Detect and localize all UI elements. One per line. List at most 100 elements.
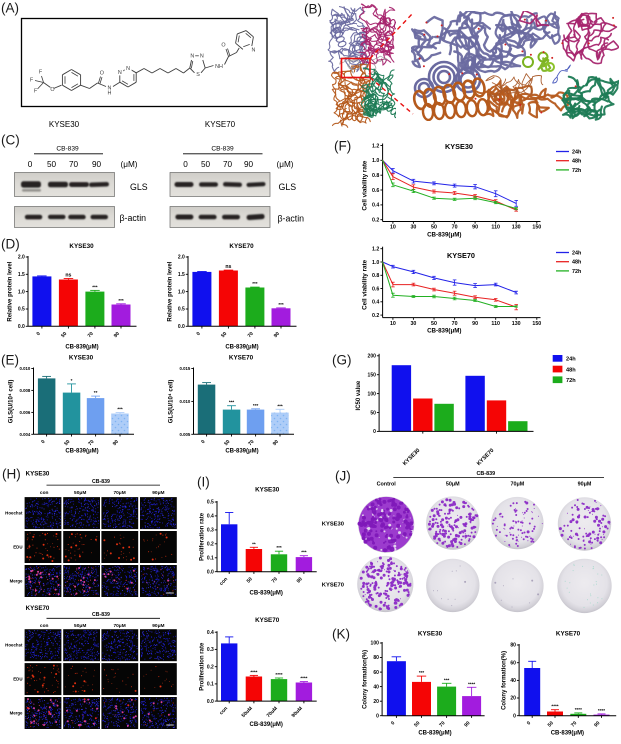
svg-text:β-actin: β-actin (120, 213, 147, 223)
svg-text:**: ** (94, 390, 98, 395)
svg-text:N: N (200, 54, 204, 60)
svg-text:24h: 24h (566, 357, 576, 363)
svg-text:20: 20 (373, 699, 379, 705)
svg-text:0: 0 (513, 713, 516, 719)
svg-text:(A): (A) (1, 1, 19, 16)
svg-text:KYSE30: KYSE30 (418, 631, 443, 638)
svg-text:30: 30 (410, 321, 416, 327)
svg-text:0.4: 0.4 (372, 300, 379, 306)
svg-text:90: 90 (272, 439, 280, 447)
svg-text:****: **** (598, 708, 605, 713)
svg-text:90μM: 90μM (152, 623, 164, 629)
svg-text:150: 150 (532, 225, 541, 231)
svg-text:0.8: 0.8 (372, 173, 379, 179)
svg-text:(E): (E) (1, 353, 19, 368)
svg-text:O: O (221, 43, 225, 49)
svg-text:0.2: 0.2 (207, 664, 214, 670)
svg-text:0.010: 0.010 (20, 366, 31, 371)
svg-text:***: *** (419, 670, 425, 675)
svg-text:0.006: 0.006 (20, 410, 31, 415)
svg-text:0.2: 0.2 (372, 218, 379, 224)
svg-text:***: *** (253, 403, 259, 408)
svg-text:S: S (196, 72, 200, 78)
svg-text:90: 90 (593, 720, 601, 728)
svg-text:ns: ns (65, 273, 71, 279)
svg-text:****: **** (575, 707, 582, 712)
svg-text:CB-839: CB-839 (92, 479, 110, 485)
svg-text:90: 90 (112, 439, 120, 447)
svg-text:CB-839(μM): CB-839(μM) (225, 345, 258, 351)
svg-text:1.0: 1.0 (372, 260, 379, 266)
svg-text:1.2: 1.2 (372, 247, 379, 253)
svg-text:KYSE70: KYSE70 (322, 583, 344, 589)
svg-text:(C): (C) (1, 133, 20, 148)
svg-text:GLS: GLS (130, 182, 148, 192)
svg-text:0.2: 0.2 (207, 542, 214, 548)
svg-text:Control: Control (377, 482, 397, 488)
svg-text:***: *** (118, 298, 124, 303)
svg-text:50: 50 (547, 720, 555, 728)
svg-text:0.0: 0.0 (207, 569, 214, 575)
svg-text:0.008: 0.008 (20, 388, 31, 393)
svg-text:con: con (40, 624, 49, 629)
svg-text:0: 0 (36, 331, 42, 337)
svg-text:F: F (30, 78, 34, 84)
svg-text:Hoechst: Hoechst (5, 511, 23, 516)
svg-text:90: 90 (472, 225, 478, 231)
svg-text:72h: 72h (572, 168, 581, 174)
svg-text:24h: 24h (572, 150, 581, 156)
svg-text:EDU: EDU (13, 545, 22, 550)
svg-text:50: 50 (60, 331, 68, 339)
svg-text:0: 0 (376, 713, 379, 719)
svg-text:2.0: 2.0 (18, 255, 25, 261)
svg-text:(J): (J) (335, 469, 351, 484)
svg-text:70: 70 (69, 160, 79, 169)
svg-text:Merge: Merge (10, 579, 23, 584)
svg-text:(K): (K) (332, 627, 350, 642)
svg-text:H: H (108, 91, 112, 97)
svg-text:β-actin: β-actin (278, 214, 305, 224)
svg-text:48h: 48h (572, 260, 581, 266)
svg-text:(F): (F) (334, 139, 351, 154)
svg-text:50: 50 (47, 160, 57, 169)
svg-text:70: 70 (452, 321, 458, 327)
svg-text:(H): (H) (2, 467, 21, 482)
svg-text:O: O (50, 87, 54, 93)
svg-text:50: 50 (431, 225, 437, 231)
svg-text:90μM: 90μM (152, 490, 164, 496)
svg-text:48h: 48h (572, 159, 581, 165)
svg-text:70: 70 (223, 160, 233, 169)
svg-text:KYSE30: KYSE30 (322, 522, 344, 528)
svg-text:KYSE30: KYSE30 (445, 142, 473, 151)
svg-text:KYSE70: KYSE70 (556, 631, 581, 638)
svg-text:Hoechst: Hoechst (5, 643, 23, 648)
svg-text:150: 150 (532, 321, 541, 327)
svg-text:0.3: 0.3 (207, 528, 214, 534)
svg-text:(G): (G) (332, 353, 352, 368)
svg-text:**: ** (252, 541, 256, 546)
svg-text:60: 60 (510, 660, 516, 666)
svg-text:Merge: Merge (10, 711, 23, 716)
svg-text:1.5: 1.5 (178, 272, 185, 278)
svg-text:50: 50 (201, 160, 211, 169)
svg-text:200: 200 (368, 354, 377, 360)
svg-text:70: 70 (87, 331, 95, 339)
svg-text:0: 0 (373, 429, 376, 435)
svg-text:10: 10 (390, 321, 396, 327)
svg-text:30: 30 (410, 225, 416, 231)
svg-text:0.2: 0.2 (372, 313, 379, 319)
svg-text:2.0: 2.0 (178, 255, 185, 261)
svg-text:***: *** (117, 407, 123, 412)
svg-text:(I): (I) (197, 475, 210, 490)
svg-text:50: 50 (220, 331, 228, 339)
svg-text:90: 90 (92, 160, 102, 169)
svg-text:GLS(U/10⁴ cell): GLS(U/10⁴ cell) (9, 380, 15, 424)
svg-text:N: N (126, 66, 130, 72)
svg-text:KYSE70: KYSE70 (447, 251, 475, 260)
svg-text:0.1: 0.1 (207, 556, 214, 562)
svg-text:0.0: 0.0 (178, 324, 185, 330)
svg-text:KYSE30: KYSE30 (69, 355, 94, 362)
svg-text:60: 60 (373, 670, 379, 676)
svg-text:150: 150 (368, 373, 377, 379)
svg-text:Colony formation(%): Colony formation(%) (502, 651, 508, 710)
